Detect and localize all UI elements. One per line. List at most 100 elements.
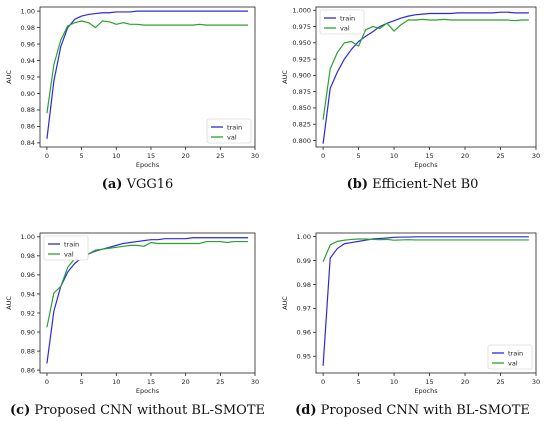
y-tick-label: 0.825 [292, 121, 311, 129]
y-tick-label: 0.94 [21, 57, 35, 65]
legend-label-train: train [340, 14, 355, 22]
series-line-val [322, 18, 529, 120]
x-tick-label: 20 [182, 378, 190, 386]
legend: train val [43, 235, 89, 261]
x-tick-label: 25 [496, 378, 504, 386]
x-axis-label: Epochs [136, 161, 160, 169]
legend: train val [319, 9, 365, 35]
y-tick-label: 0.98 [21, 252, 35, 260]
y-tick-label: 0.88 [21, 347, 35, 355]
caption-a-text: VGG16 [126, 177, 174, 192]
caption-c: (c) Proposed CNN without BL-SMOTE [0, 403, 275, 418]
caption-d-label: (d) [295, 403, 317, 418]
chart-a: 0 5 10 15 20 25 30 0.84 0.86 0.88 0.90 0.92 0.94 0.96… [5, 6, 259, 169]
y-tick-label: 0.975 [292, 23, 311, 31]
series-line-train [46, 10, 249, 139]
y-tick-label: 0.95 [297, 353, 311, 361]
x-tick-label: 30 [251, 378, 259, 386]
x-tick-label: 10 [112, 152, 120, 160]
legend-label-train: train [64, 240, 79, 248]
caption-b-label: (b) [346, 177, 368, 192]
y-tick-label: 0.90 [21, 328, 35, 336]
caption-b-text: Efficient-Net B0 [372, 177, 479, 192]
x-tick-label: 15 [147, 378, 155, 386]
x-tick-label: 0 [321, 152, 325, 160]
series-line-train [322, 236, 529, 366]
x-tick-label: 5 [357, 378, 361, 386]
x-tick-label: 25 [216, 378, 224, 386]
legend: train val [487, 344, 533, 370]
x-tick-label: 20 [461, 378, 469, 386]
y-tick-label: 0.88 [21, 106, 35, 114]
caption-d-text: Proposed CNN with BL-SMOTE [320, 403, 530, 418]
series-line-val [46, 20, 249, 114]
y-tick-label: 0.86 [21, 123, 35, 131]
x-tick-label: 15 [425, 378, 433, 386]
x-axis-label: Epochs [136, 387, 160, 395]
y-tick-label: 0.925 [292, 55, 311, 63]
y-tick-label: 0.86 [21, 366, 35, 374]
x-tick-label: 15 [425, 152, 433, 160]
x-tick-label: 0 [321, 378, 325, 386]
caption-a-label: (a) [101, 177, 123, 192]
x-tick-label: 15 [147, 152, 155, 160]
x-axis-label: Epochs [414, 161, 438, 169]
caption-d: (d) Proposed CNN with BL-SMOTE [275, 403, 550, 418]
x-tick-label: 5 [80, 378, 84, 386]
x-tick-label: 30 [532, 152, 540, 160]
x-tick-label: 30 [251, 152, 259, 160]
y-tick-label: 1.00 [21, 233, 35, 241]
x-tick-label: 5 [357, 152, 361, 160]
chart-b: 0 5 10 15 20 25 30 0.800 0.825 0.850 0.875 0.900 0.9… [281, 7, 540, 169]
caption-a: (a) VGG16 [0, 177, 275, 192]
y-tick-label: 1.00 [297, 233, 311, 241]
y-axis-label: AUC [281, 296, 289, 310]
y-tick-label: 0.94 [21, 290, 35, 298]
chart-d: 0 5 10 15 20 25 30 0.95 0.96 0.97 0.98 0.99 1.00 Epoc… [281, 232, 540, 395]
y-tick-label: 1.000 [292, 7, 311, 15]
y-tick-label: 0.96 [21, 271, 35, 279]
y-axis-label: AUC [281, 70, 289, 84]
series-line-val [322, 238, 529, 262]
x-tick-label: 10 [390, 152, 398, 160]
y-axis-label: AUC [5, 70, 13, 84]
y-tick-label: 0.96 [21, 40, 35, 48]
y-tick-label: 0.92 [21, 73, 35, 81]
caption-b: (b) Efficient-Net B0 [275, 177, 550, 192]
legend-label-val: val [508, 359, 518, 367]
y-tick-label: 0.98 [21, 24, 35, 32]
x-tick-label: 20 [182, 152, 190, 160]
legend-label-train: train [508, 349, 523, 357]
y-tick-label: 1.00 [21, 7, 35, 15]
y-tick-label: 0.99 [297, 257, 311, 265]
y-tick-label: 0.90 [21, 90, 35, 98]
y-tick-label: 0.96 [297, 329, 311, 337]
x-tick-label: 20 [461, 152, 469, 160]
x-tick-label: 30 [532, 378, 540, 386]
y-tick-label: 0.850 [292, 104, 311, 112]
y-tick-label: 0.98 [297, 281, 311, 289]
series-line-train [322, 11, 529, 144]
y-tick-label: 0.800 [292, 137, 311, 145]
x-tick-label: 25 [496, 152, 504, 160]
caption-c-text: Proposed CNN without BL-SMOTE [34, 403, 265, 418]
legend-label-val: val [64, 250, 74, 258]
x-tick-label: 10 [390, 378, 398, 386]
y-axis-label: AUC [5, 296, 13, 310]
x-tick-label: 0 [45, 152, 49, 160]
legend-label-val: val [340, 24, 350, 32]
y-tick-label: 0.84 [21, 139, 35, 147]
y-tick-label: 0.92 [21, 309, 35, 317]
x-tick-label: 0 [45, 378, 49, 386]
legend-label-train: train [227, 123, 242, 131]
chart-c: 0 5 10 15 20 25 30 0.86 0.88 0.90 0.92 0.94 0.96 0.98… [5, 232, 259, 395]
x-tick-label: 25 [216, 152, 224, 160]
caption-c-label: (c) [10, 403, 31, 418]
x-tick-label: 5 [80, 152, 84, 160]
y-tick-label: 0.875 [292, 88, 311, 96]
legend-label-val: val [227, 133, 237, 141]
x-axis-label: Epochs [414, 387, 438, 395]
y-tick-label: 0.950 [292, 39, 311, 47]
y-tick-label: 0.97 [297, 305, 311, 313]
